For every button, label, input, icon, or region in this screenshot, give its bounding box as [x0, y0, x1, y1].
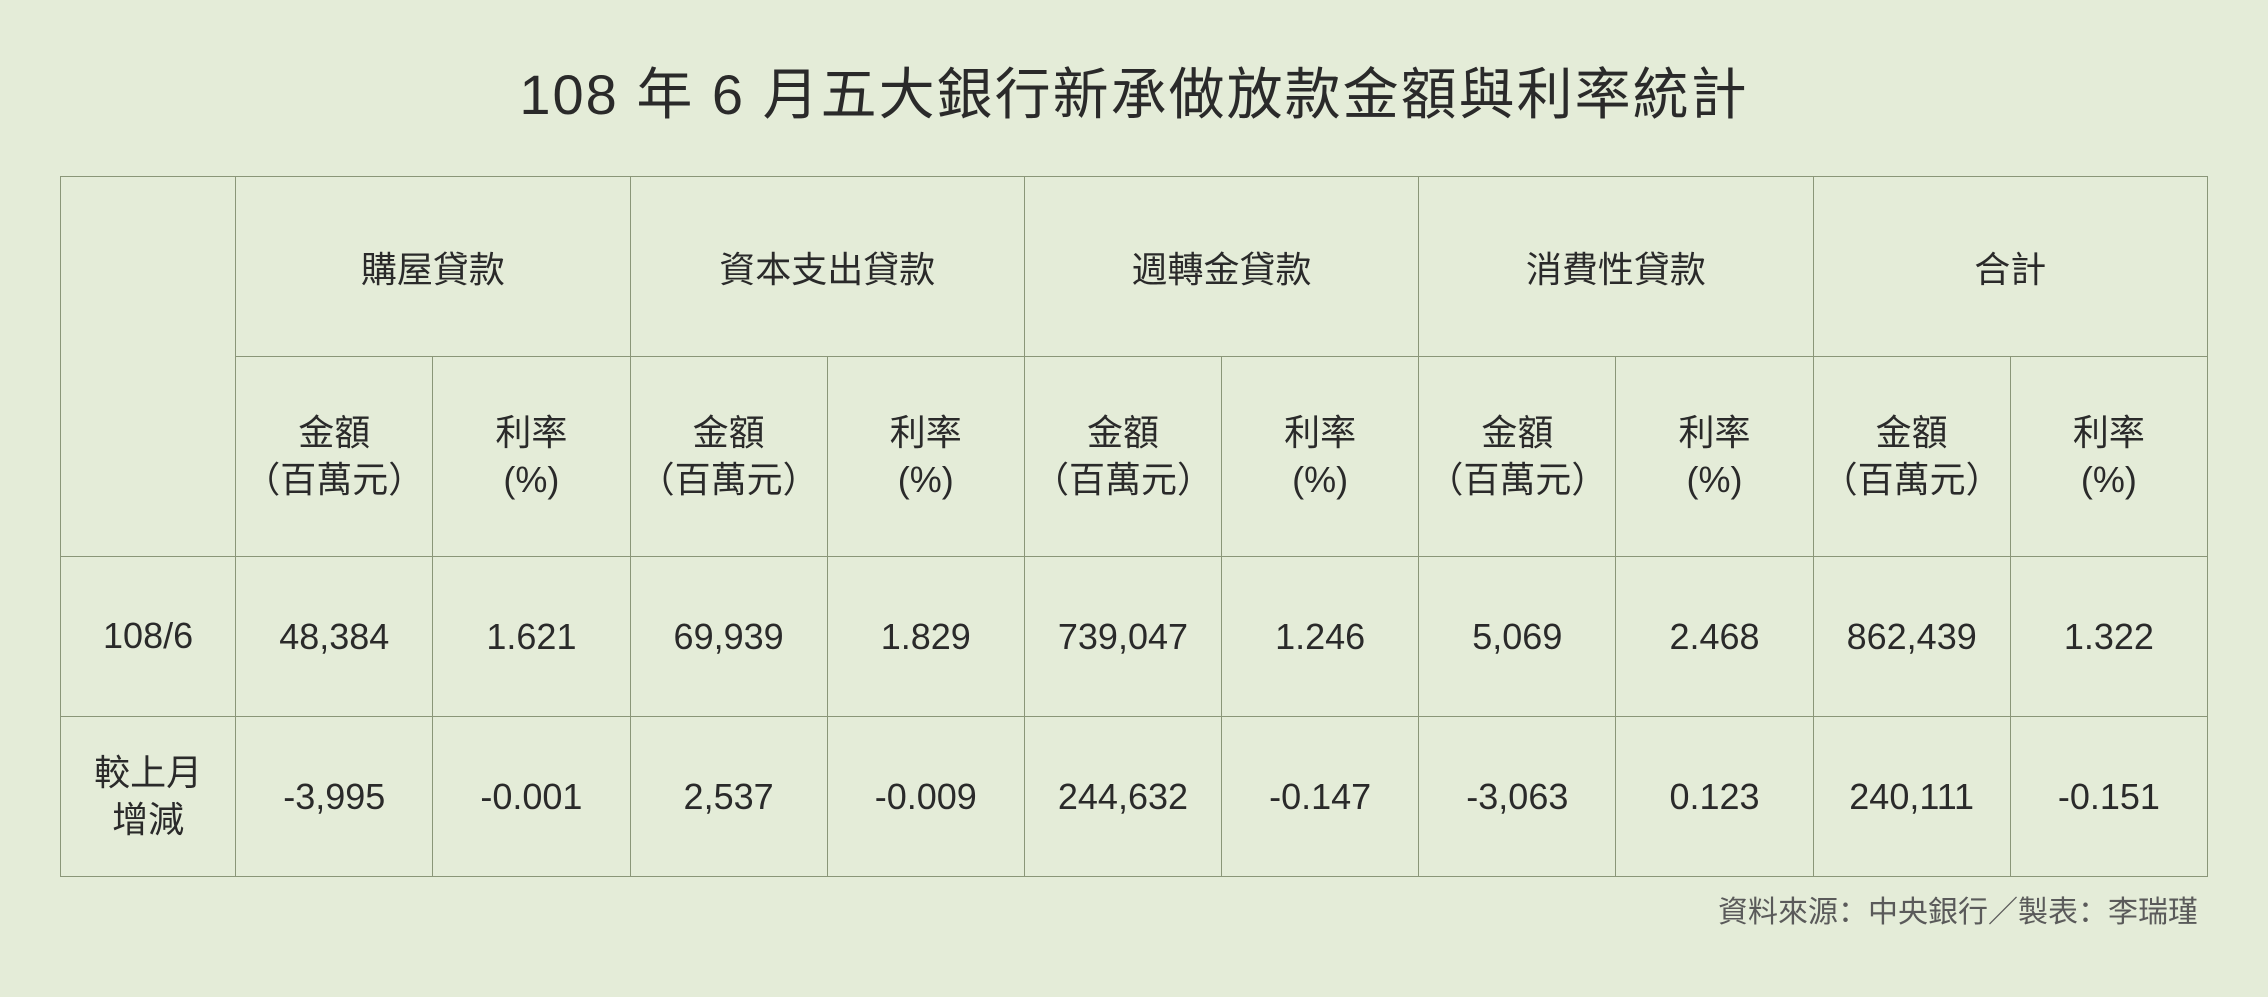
loan-statistics-table: 購屋貸款 資本支出貸款 週轉金貸款 消費性貸款 合計 金額（百萬元） 利率(%)…: [60, 176, 2208, 877]
header-category: 資本支出貸款: [630, 177, 1024, 357]
cell-value: 5,069: [1419, 557, 1616, 717]
header-rate: 利率(%): [1222, 357, 1419, 557]
cell-value: -3,995: [236, 717, 433, 877]
header-rate: 利率(%): [433, 357, 630, 557]
cell-value: -0.001: [433, 717, 630, 877]
cell-value: 1.621: [433, 557, 630, 717]
header-category: 購屋貸款: [236, 177, 630, 357]
header-rate: 利率(%): [2010, 357, 2207, 557]
header-category: 消費性貸款: [1419, 177, 1813, 357]
header-empty-corner: [61, 177, 236, 557]
cell-value: 2.468: [1616, 557, 1813, 717]
header-category: 週轉金貸款: [1024, 177, 1418, 357]
page-title: 108 年 6 月五大銀行新承做放款金額與利率統計: [60, 50, 2208, 131]
row-label: 較上月增減: [61, 717, 236, 877]
cell-value: 244,632: [1024, 717, 1221, 877]
header-amount: 金額（百萬元）: [1813, 357, 2010, 557]
cell-value: 48,384: [236, 557, 433, 717]
cell-value: 240,111: [1813, 717, 2010, 877]
cell-value: -0.151: [2010, 717, 2207, 877]
header-amount: 金額（百萬元）: [1024, 357, 1221, 557]
cell-value: 69,939: [630, 557, 827, 717]
cell-value: -0.147: [1222, 717, 1419, 877]
header-category: 合計: [1813, 177, 2207, 357]
cell-value: 862,439: [1813, 557, 2010, 717]
source-attribution: 資料來源：中央銀行／製表：李瑞瑾: [60, 887, 2208, 931]
cell-value: 1.246: [1222, 557, 1419, 717]
header-amount: 金額（百萬元）: [236, 357, 433, 557]
cell-value: 1.829: [827, 557, 1024, 717]
header-rate: 利率(%): [1616, 357, 1813, 557]
cell-value: -0.009: [827, 717, 1024, 877]
cell-value: 0.123: [1616, 717, 1813, 877]
table-header-row-subcolumns: 金額（百萬元） 利率(%) 金額（百萬元） 利率(%) 金額（百萬元） 利率(%…: [61, 357, 2208, 557]
cell-value: 739,047: [1024, 557, 1221, 717]
cell-value: -3,063: [1419, 717, 1616, 877]
header-amount: 金額（百萬元）: [1419, 357, 1616, 557]
table-header-row-categories: 購屋貸款 資本支出貸款 週轉金貸款 消費性貸款 合計: [61, 177, 2208, 357]
table-row: 較上月增減 -3,995 -0.001 2,537 -0.009 244,632…: [61, 717, 2208, 877]
table-row: 108/6 48,384 1.621 69,939 1.829 739,047 …: [61, 557, 2208, 717]
cell-value: 2,537: [630, 717, 827, 877]
cell-value: 1.322: [2010, 557, 2207, 717]
header-rate: 利率(%): [827, 357, 1024, 557]
header-amount: 金額（百萬元）: [630, 357, 827, 557]
row-label: 108/6: [61, 557, 236, 717]
